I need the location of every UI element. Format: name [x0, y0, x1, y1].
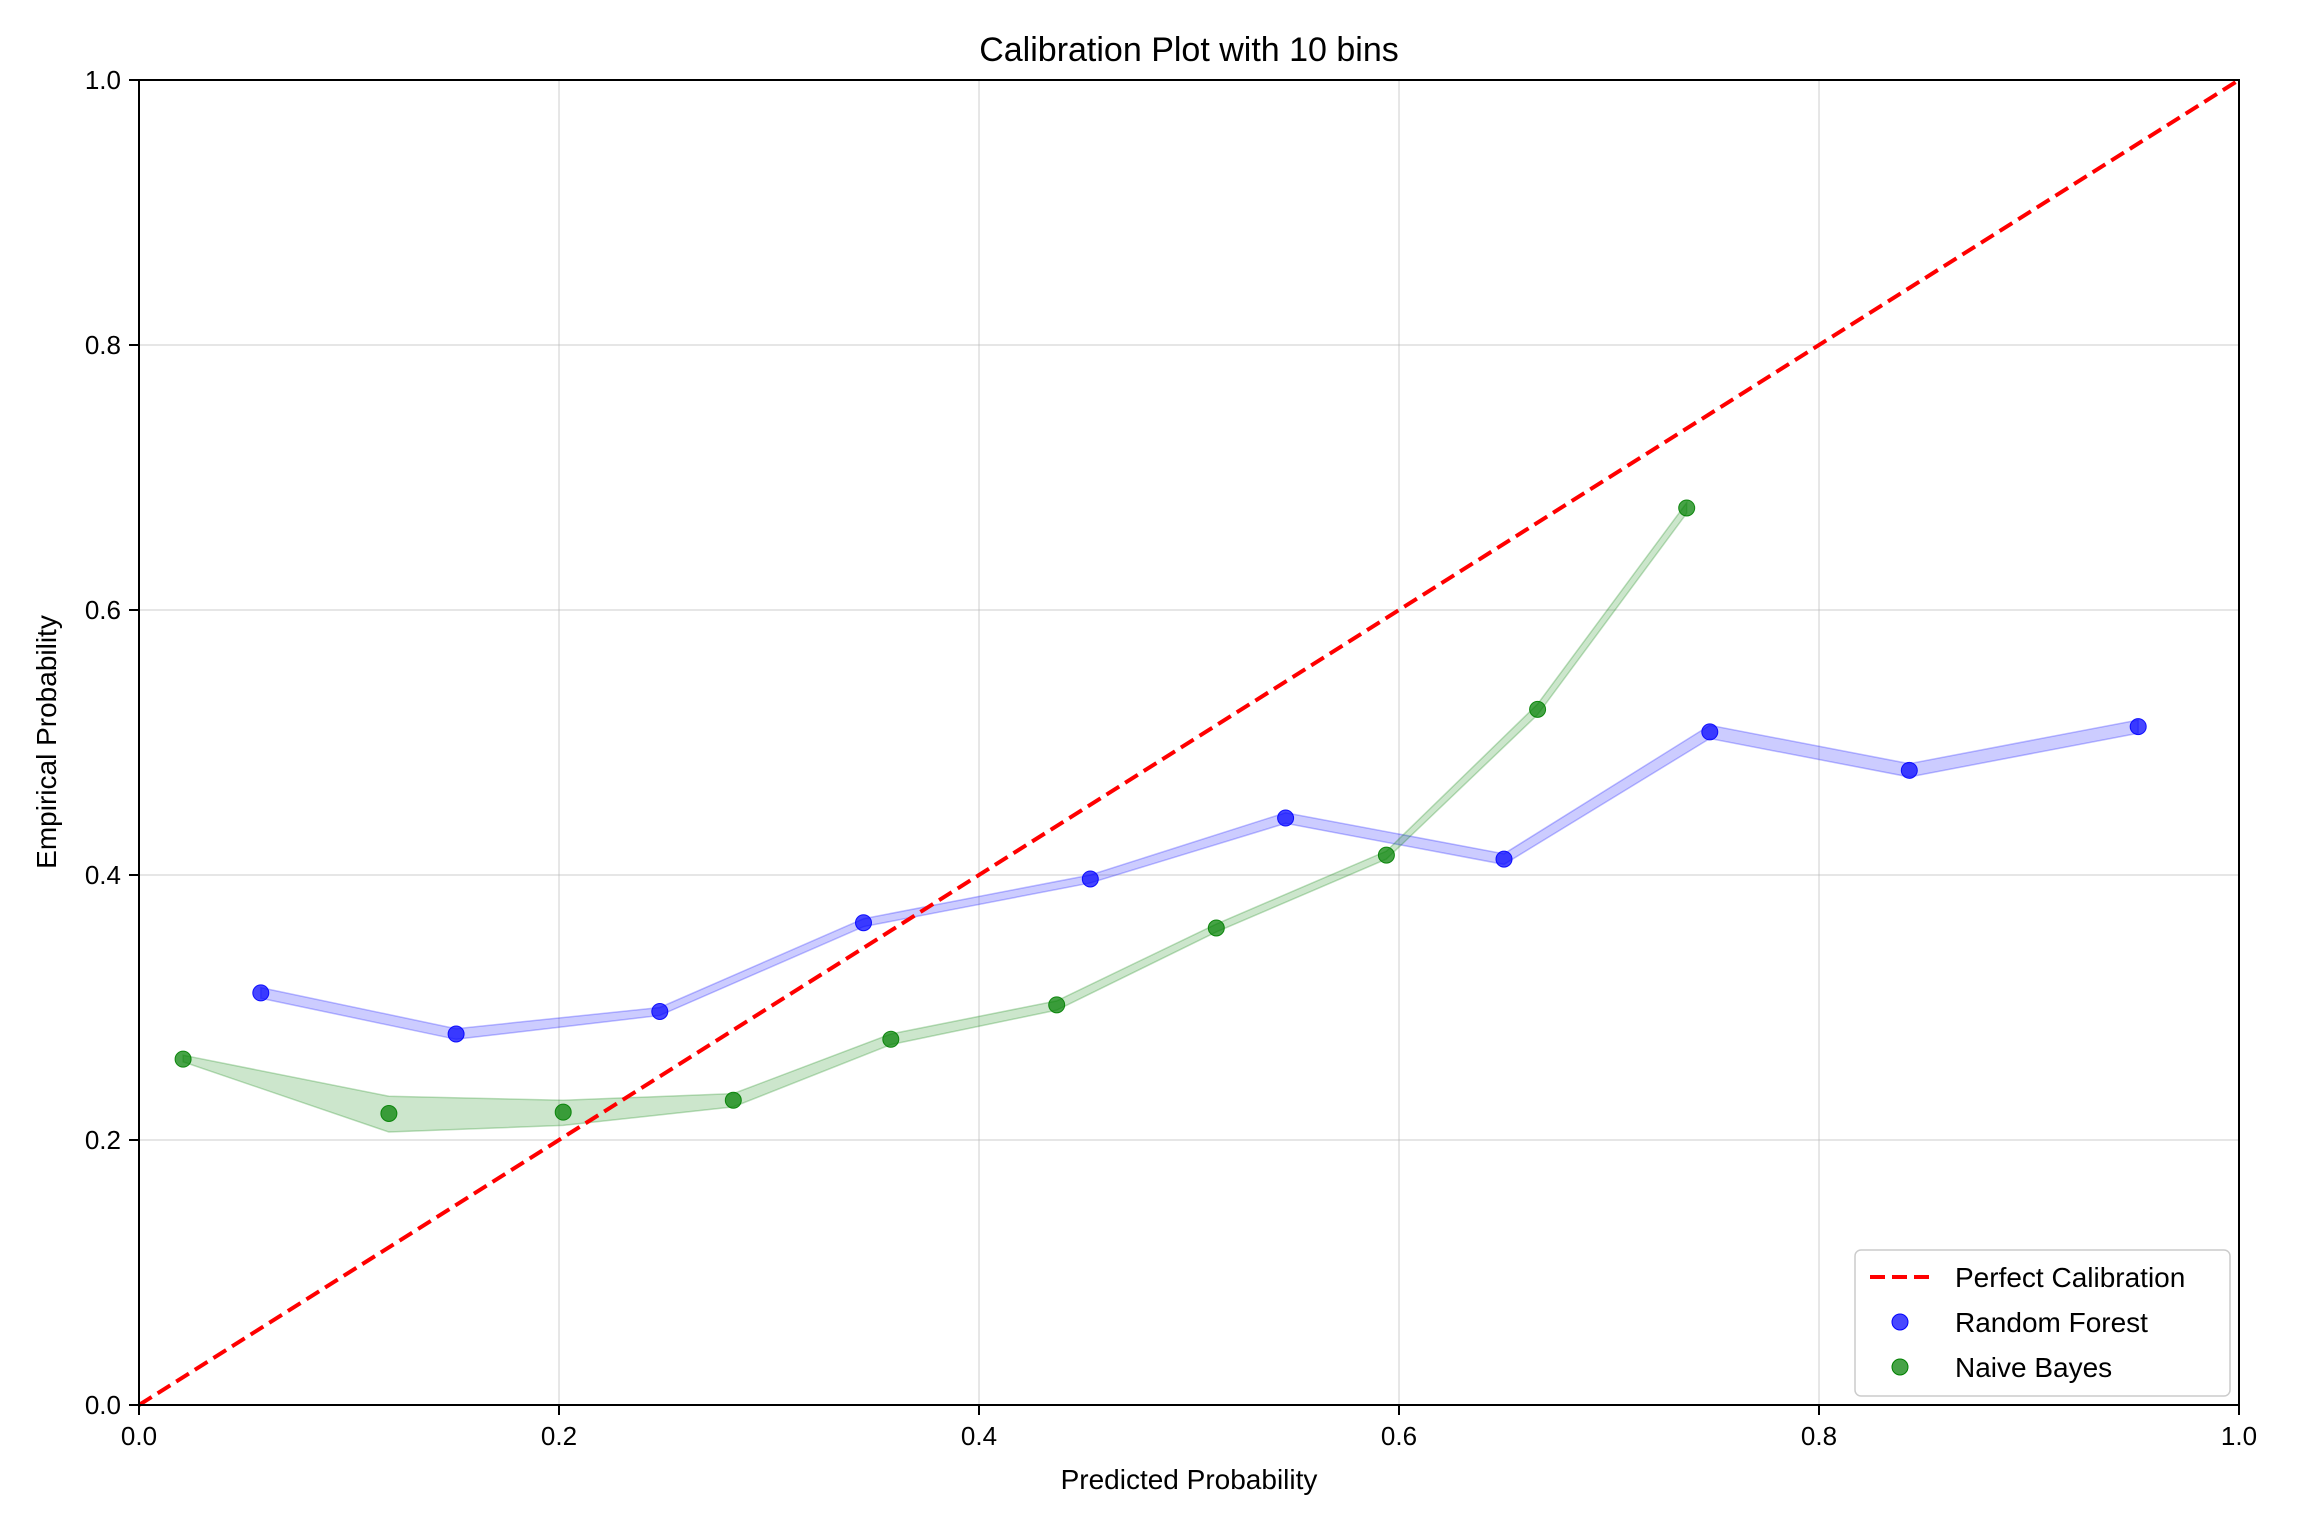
y-tick-label: 1.0 [85, 65, 121, 95]
point-naive-bayes [1377, 846, 1395, 864]
point-naive-bayes [554, 1103, 572, 1121]
y-axis-title: Empirical Probability [31, 615, 62, 869]
chart-title: Calibration Plot with 10 bins [979, 31, 1399, 69]
plot-frame [138, 79, 2240, 1406]
point-random-forest [2129, 718, 2147, 736]
legend-swatch-naive-bayes [1891, 1358, 1909, 1376]
point-naive-bayes [380, 1105, 398, 1122]
point-naive-bayes [1529, 700, 1547, 718]
y-tick-label: 0.8 [85, 330, 121, 360]
y-tick-label: 0.0 [85, 1390, 121, 1420]
legend-label-naive-bayes: Naive Bayes [1955, 1352, 2112, 1383]
x-tick-label: 0.0 [121, 1421, 157, 1451]
point-naive-bayes [1678, 499, 1696, 517]
x-tick-label: 1.0 [2221, 1421, 2257, 1451]
point-random-forest [1900, 761, 1918, 779]
point-random-forest [651, 1002, 669, 1020]
point-naive-bayes [724, 1091, 742, 1109]
point-random-forest [1081, 870, 1099, 888]
y-tick-label: 0.6 [85, 595, 121, 625]
y-tick-label: 0.4 [85, 860, 121, 890]
point-naive-bayes [174, 1050, 192, 1068]
grid-lines [138, 79, 2240, 1406]
point-naive-bayes [1048, 996, 1066, 1014]
point-random-forest [1495, 850, 1513, 868]
point-naive-bayes [1207, 919, 1225, 937]
point-naive-bayes [882, 1030, 900, 1048]
x-tick-label: 0.8 [1801, 1421, 1837, 1451]
x-tick-label: 0.4 [961, 1421, 997, 1451]
legend-label-perfect-calibration: Perfect Calibration [1955, 1262, 2185, 1293]
point-random-forest [1701, 723, 1719, 741]
perfect-calibration-line [137, 78, 2241, 1407]
legend-label-random-forest: Random Forest [1955, 1307, 2148, 1338]
point-random-forest [252, 984, 270, 1002]
point-random-forest [447, 1025, 465, 1043]
x-tick-label: 0.6 [1381, 1421, 1417, 1451]
legend-box [1854, 1249, 2231, 1397]
axis-ticks: 0.0 0.2 0.4 0.6 0.8 1.0 0.0 0.2 0.4 0.6 0.8 1.0 [85, 65, 2257, 1451]
y-tick-label: 0.2 [85, 1125, 121, 1155]
perfect-calibration-line-group [137, 78, 2241, 1407]
data-points [174, 499, 2147, 1122]
point-random-forest [855, 914, 872, 932]
legend: Perfect Calibration Random Forest Naive Ba… [1854, 1249, 2231, 1397]
point-random-forest [1277, 809, 1295, 827]
x-axis-title: Predicted Probability [1061, 1464, 1318, 1495]
legend-swatch-random-forest [1891, 1313, 1909, 1331]
x-tick-label: 0.2 [541, 1421, 577, 1451]
